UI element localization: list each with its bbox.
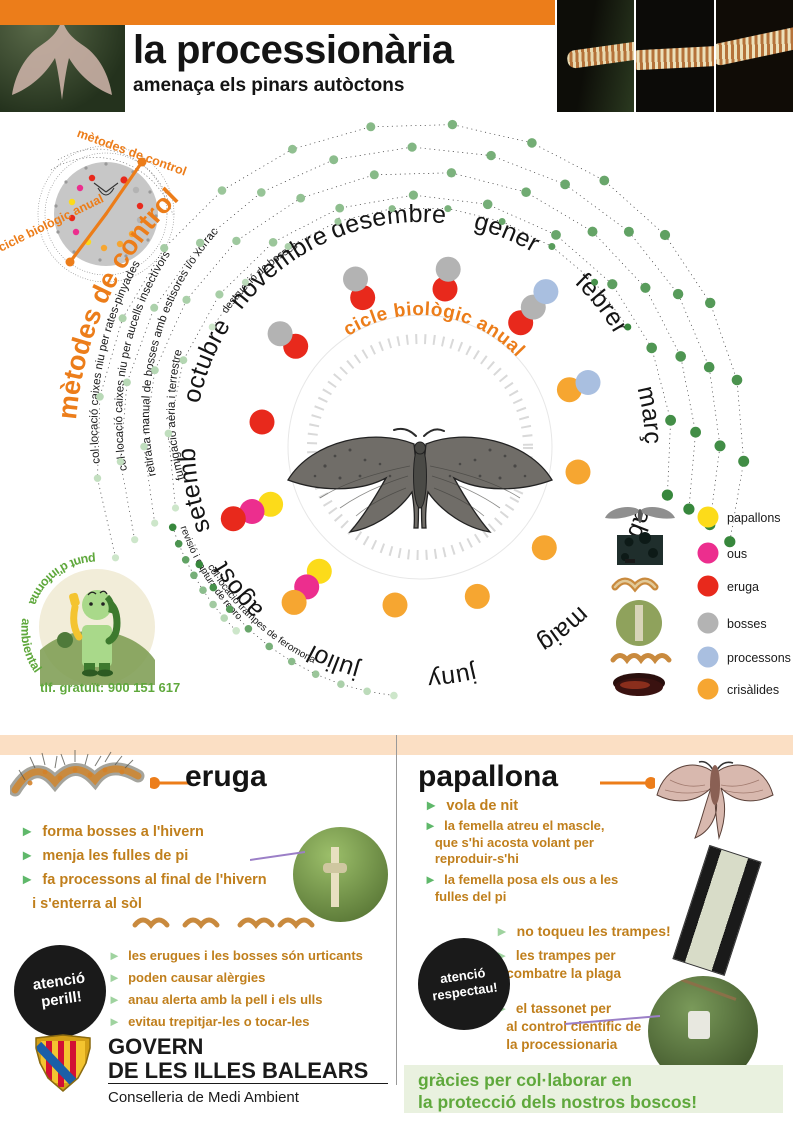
- svg-text:eruga: eruga: [727, 580, 759, 594]
- svg-text:bosses: bosses: [727, 617, 767, 631]
- svg-text:gener: gener: [471, 207, 544, 258]
- svg-text:crisàlides: crisàlides: [727, 683, 779, 697]
- svg-text:juny: juny: [427, 659, 480, 694]
- svg-text:processons: processons: [727, 651, 791, 665]
- svg-text:ous: ous: [727, 547, 747, 561]
- svg-text:papallons: papallons: [727, 511, 781, 525]
- svg-text:maig: maig: [533, 601, 595, 658]
- svg-text:desembre: desembre: [327, 200, 448, 245]
- svg-text:març: març: [632, 383, 667, 444]
- svg-text:destrucció de bosses: destrucció de bosses: [219, 240, 300, 316]
